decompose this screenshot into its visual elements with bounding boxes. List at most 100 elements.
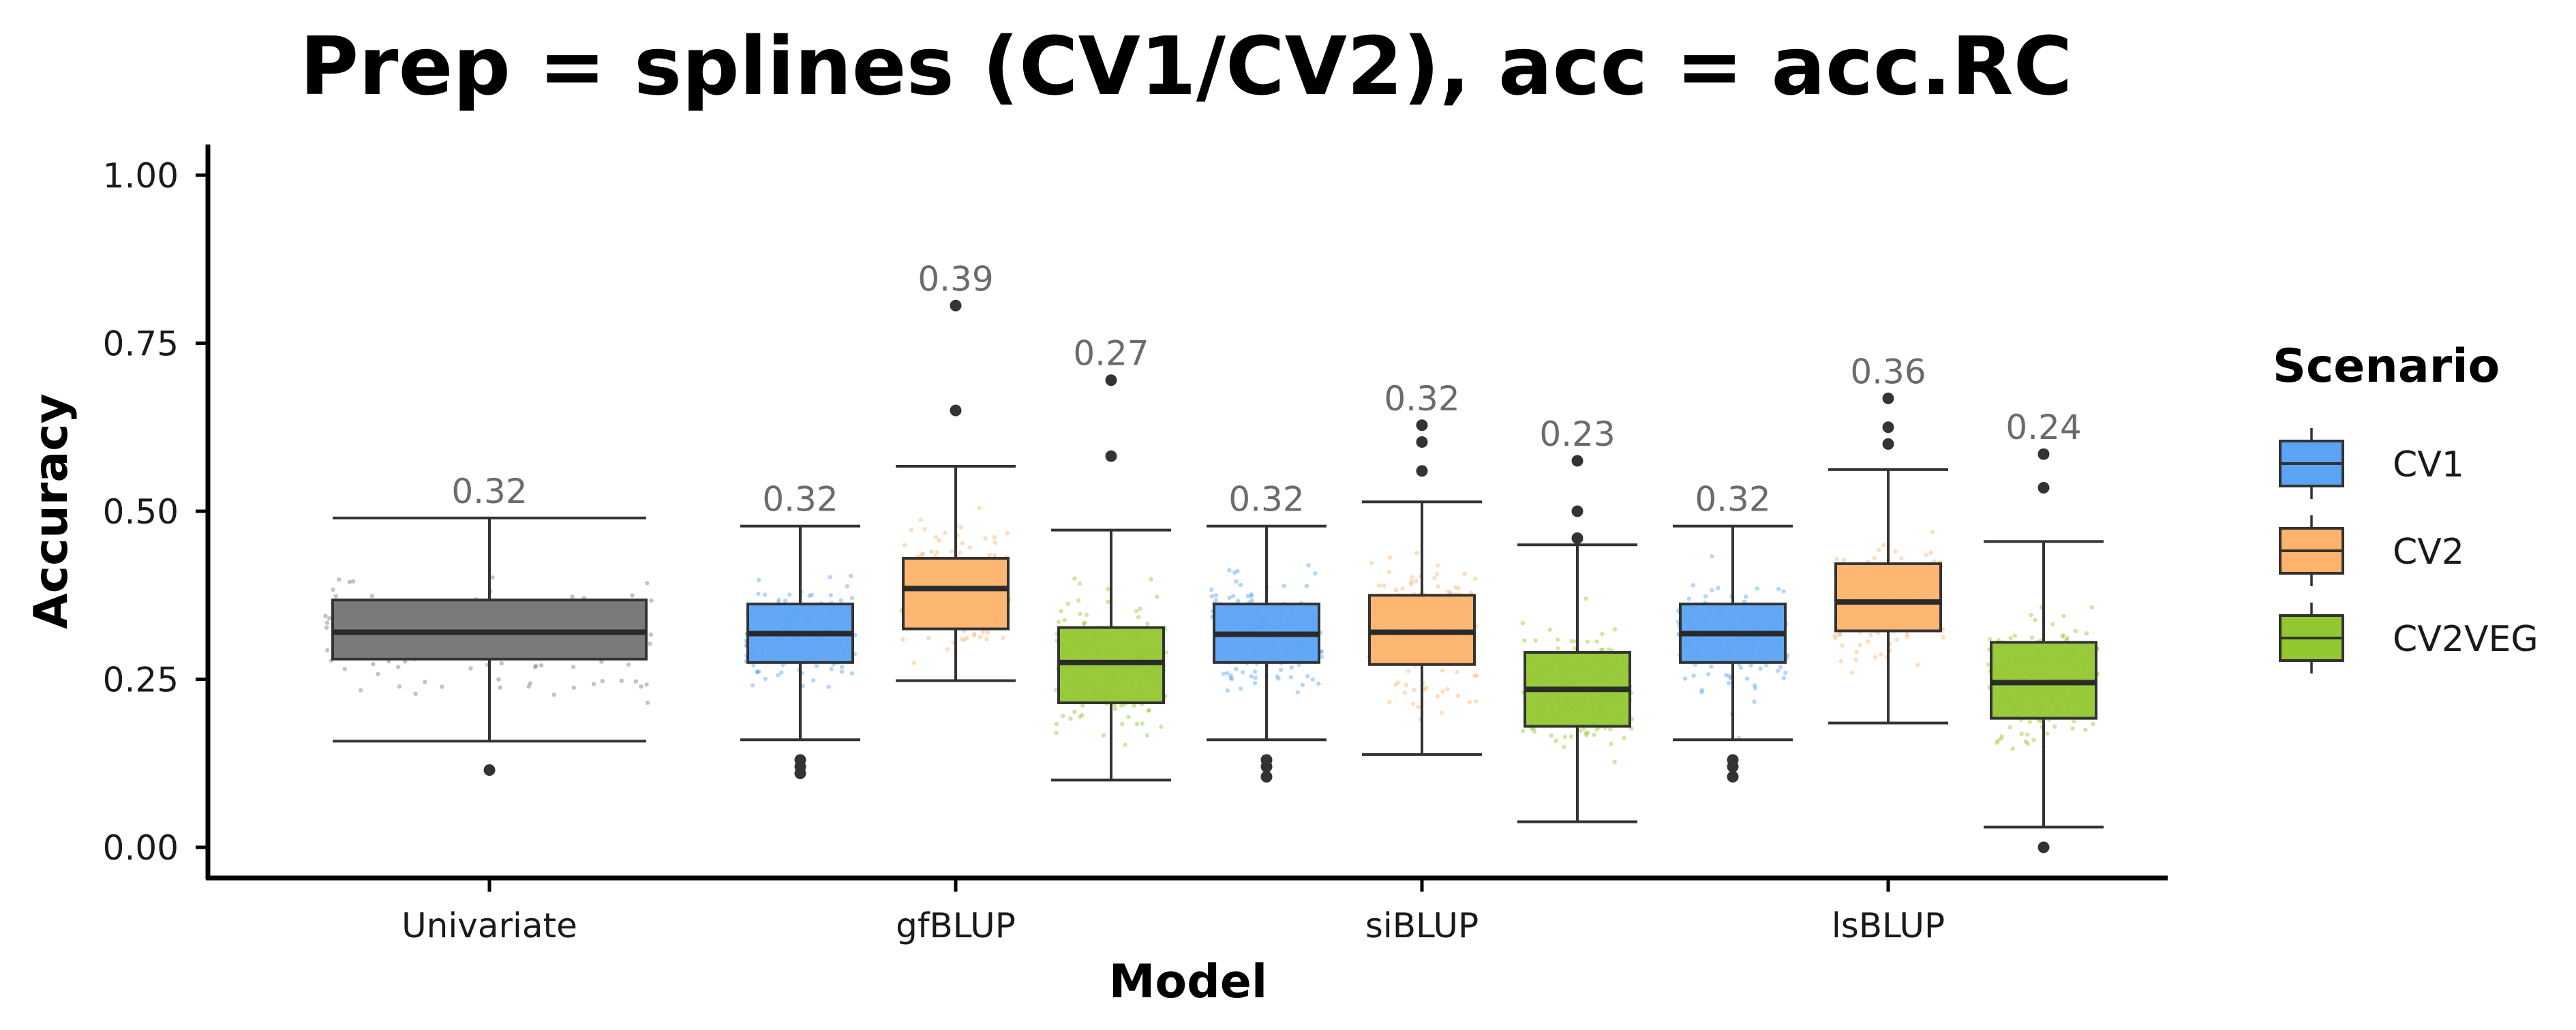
jitter-point — [943, 530, 948, 535]
jitter-point — [528, 681, 533, 686]
jitter-point — [2025, 741, 2030, 746]
jitter-point — [1305, 673, 1310, 679]
jitter-point — [2072, 718, 2076, 724]
jitter-point — [1520, 728, 1526, 733]
box-data-label: 0.32 — [451, 472, 527, 511]
jitter-point — [327, 616, 332, 621]
jitter-point — [1062, 618, 1067, 622]
jitter-point — [2061, 614, 2066, 618]
jitter-point — [1054, 687, 1059, 693]
jitter-point — [1894, 637, 1899, 642]
jitter-point — [1899, 556, 1904, 561]
jitter-point — [1054, 730, 1059, 736]
jitter-point — [1562, 744, 1566, 750]
jitter-point — [1473, 576, 1478, 581]
jitter-point — [1106, 599, 1110, 605]
jitter-point — [1227, 595, 1232, 601]
jitter-point — [599, 659, 604, 664]
jitter-point — [1234, 579, 1239, 584]
jitter-point — [1061, 714, 1065, 718]
jitter-point — [350, 579, 356, 584]
jitter-point — [1077, 581, 1082, 586]
jitter-point — [1409, 581, 1414, 587]
jitter-point — [1778, 665, 1783, 670]
jitter-point — [1316, 681, 1321, 686]
outlier-point — [483, 764, 496, 776]
jitter-point — [1319, 654, 1324, 659]
jitter-point — [763, 676, 768, 682]
jitter-point — [1865, 639, 1870, 644]
jitter-point — [1119, 703, 1124, 708]
jitter-point — [1752, 683, 1757, 688]
jitter-point — [911, 661, 917, 665]
jitter-point — [1249, 594, 1254, 599]
jitter-point — [2091, 722, 2095, 727]
jitter-point — [1112, 706, 1118, 712]
jitter-point — [325, 648, 330, 653]
x-axis-title: Model — [1109, 955, 1268, 1009]
jitter-point — [1313, 571, 1318, 576]
jitter-point — [1905, 631, 1910, 637]
jitter-point — [2052, 724, 2057, 729]
jitter-point — [1393, 682, 1398, 687]
jitter-point — [1275, 674, 1279, 679]
jitter-point — [1245, 594, 1250, 599]
jitter-point — [1758, 666, 1763, 671]
jitter-point — [1744, 594, 1748, 599]
jitter-point — [1532, 729, 1537, 734]
jitter-point — [1474, 699, 1479, 704]
jitter-point — [1414, 550, 1419, 556]
x-axis-ticks: Univariate gfBLUP siBLUP lsBLUP — [401, 879, 1945, 945]
jitter-point — [762, 592, 768, 597]
jitter-point — [985, 630, 990, 635]
jitter-point — [1209, 588, 1214, 592]
jitter-point — [926, 635, 931, 641]
jitter-point — [1149, 577, 1154, 582]
jitter-point — [1941, 635, 1945, 640]
jitter-point — [935, 549, 939, 555]
jitter-point — [1080, 703, 1085, 708]
jitter-point — [1440, 668, 1445, 673]
jitter-point — [1569, 734, 1574, 739]
jitter-point — [1462, 571, 1467, 576]
jitter-point — [648, 641, 652, 646]
jitter-point — [1716, 586, 1721, 590]
jitter-point — [1738, 665, 1744, 670]
jitter-point — [920, 551, 926, 556]
outlier-point — [1882, 438, 1894, 450]
jitter-point — [1402, 691, 1408, 695]
jitter-point — [1706, 671, 1711, 677]
jitter-point — [909, 528, 913, 532]
jitter-point — [1295, 690, 1301, 695]
outlier-point — [2037, 841, 2050, 853]
jitter-point — [929, 549, 934, 554]
jitter-point — [323, 614, 328, 618]
outlier-point — [1416, 436, 1428, 448]
jitter-point — [1140, 721, 1145, 726]
jitter-point — [965, 635, 969, 641]
jitter-point — [959, 637, 965, 642]
jitter-point — [619, 678, 624, 683]
jitter-point — [1727, 673, 1731, 678]
jitter-point — [826, 684, 832, 689]
jitter-point — [1136, 615, 1141, 620]
jitter-point — [1682, 676, 1688, 681]
jitter-point — [2089, 605, 2094, 610]
jitter-point — [1584, 731, 1588, 736]
box-data-label: 0.32 — [1695, 480, 1770, 519]
jitter-point — [413, 691, 418, 696]
jitter-point — [1434, 571, 1440, 576]
jitter-point — [1225, 688, 1230, 693]
jitter-point — [440, 684, 444, 689]
jitter-point — [1439, 710, 1444, 716]
box-data-label: 0.32 — [762, 480, 838, 519]
outlier-point — [1727, 770, 1739, 783]
jitter-point — [2027, 719, 2032, 725]
jitter-point — [1134, 721, 1140, 727]
jitter-point — [918, 517, 923, 522]
y-tick-label: 0.25 — [103, 661, 179, 700]
jitter-point — [645, 700, 650, 706]
jitter-point — [2025, 732, 2030, 737]
jitter-point — [1134, 609, 1139, 614]
jitter-point — [1435, 563, 1440, 568]
